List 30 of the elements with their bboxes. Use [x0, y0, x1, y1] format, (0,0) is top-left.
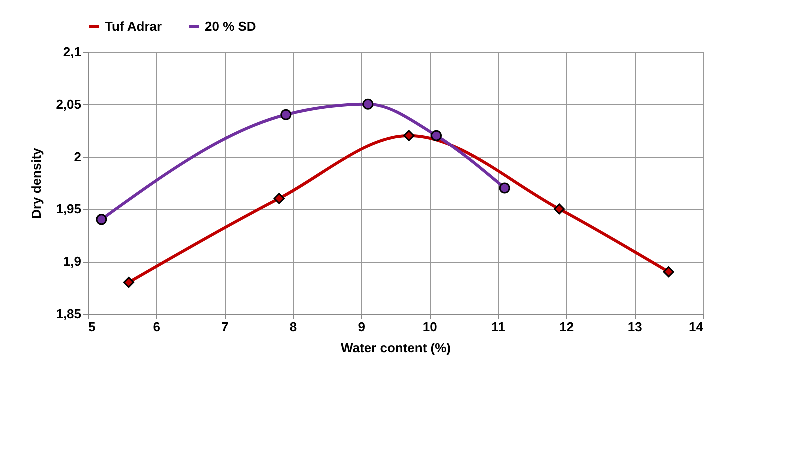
x-tick-label: 10: [422, 320, 438, 334]
y-tick-label: 2,1: [63, 44, 82, 60]
x-tick-label: 13: [628, 320, 642, 334]
y-axis-title: Dry density: [29, 147, 44, 219]
x-tick-label: 14: [689, 320, 704, 334]
legend-label: 20 % SD: [205, 18, 256, 34]
y-tick-label: 2,05: [56, 96, 82, 112]
point: [554, 204, 565, 215]
x-tick-label: 11: [492, 320, 506, 334]
point: [499, 182, 510, 194]
point: [280, 109, 292, 120]
point: [362, 98, 374, 110]
x-tick-label: 7: [222, 320, 229, 334]
y-tick-label: 1,9: [63, 254, 82, 270]
x-tick-label: 8: [290, 320, 298, 334]
point: [96, 214, 108, 226]
x-tick-label: 12: [560, 320, 574, 334]
legend-label: Tuf Adrar: [105, 18, 162, 34]
y-tick-label: 1,95: [56, 202, 82, 217]
y-tick-label: 2: [74, 149, 82, 164]
point: [663, 266, 674, 278]
point: [404, 130, 415, 142]
point: [274, 193, 285, 204]
point: [124, 277, 134, 288]
x-tick-label: 6: [153, 320, 160, 334]
x-tick-label: 5: [88, 320, 96, 334]
x-tick-label: 9: [358, 320, 366, 334]
y-tick-label: 1,85: [56, 306, 82, 322]
point: [431, 130, 442, 142]
x-axis-title: Water content (%): [340, 340, 452, 356]
